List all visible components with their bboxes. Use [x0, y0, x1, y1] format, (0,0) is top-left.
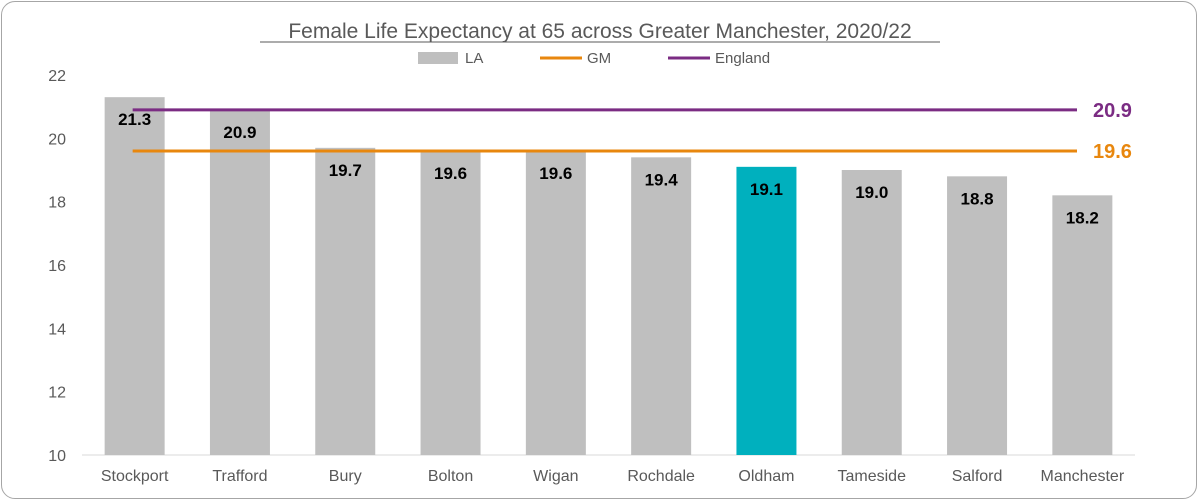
x-axis: Stockport Trafford Bury Bolton Wigan Rochdale…	[101, 468, 1125, 485]
y-tick-label: 20	[48, 131, 66, 148]
data-label: 18.2	[1066, 208, 1099, 227]
x-tick-label: Oldham	[738, 468, 794, 485]
data-label: 18.8	[961, 189, 994, 208]
y-tick-label: 14	[48, 321, 66, 338]
data-label: 19.0	[855, 183, 888, 202]
y-tick-label: 16	[48, 258, 66, 275]
x-tick-label: Rochdale	[627, 468, 695, 485]
data-label: 19.6	[434, 164, 467, 183]
x-tick-label: Manchester	[1041, 468, 1125, 485]
bar-tameside	[841, 170, 902, 455]
data-label: 20.9	[223, 123, 256, 142]
x-tick-label: Bolton	[428, 468, 473, 485]
bar-wigan	[525, 151, 586, 455]
reference-label-england: 20.9	[1093, 100, 1132, 122]
data-label: 19.7	[329, 161, 362, 180]
data-label: 21.3	[118, 110, 151, 129]
legend-swatch-la	[418, 52, 458, 64]
x-tick-label: Tameside	[838, 468, 907, 485]
bar-trafford	[209, 109, 270, 455]
bar-stockport	[104, 97, 165, 456]
legend: LA GM England	[418, 50, 770, 67]
bar-bury	[315, 147, 376, 456]
x-tick-label: Salford	[952, 468, 1003, 485]
reference-label-gm: 19.6	[1093, 141, 1132, 163]
bars: 21.3 20.9 19.7 19.6 19.6 19.4 19.1 19.0 18.8 18.2	[104, 97, 1113, 456]
reference-lines: 19.6 20.9	[132, 100, 1132, 163]
legend-label: England	[715, 50, 770, 67]
x-tick-label: Trafford	[212, 468, 267, 485]
legend-label: GM	[587, 50, 611, 67]
y-tick-label: 12	[48, 385, 66, 402]
data-label: 19.1	[750, 180, 783, 199]
bar-oldham	[736, 166, 797, 456]
y-tick-label: 18	[48, 195, 66, 212]
y-axis: 10 12 14 16 18 20 22	[48, 68, 1135, 465]
bar-rochdale	[631, 157, 692, 456]
y-tick-label: 10	[48, 448, 66, 465]
bar-manchester	[1052, 195, 1113, 456]
bar-bolton	[420, 151, 481, 455]
bar-salford	[947, 176, 1008, 456]
y-tick-label: 22	[48, 68, 66, 85]
data-label: 19.6	[539, 164, 572, 183]
x-tick-label: Wigan	[533, 468, 578, 485]
legend-label: LA	[465, 50, 483, 67]
x-tick-label: Bury	[329, 468, 362, 485]
data-label: 19.4	[645, 170, 679, 189]
chart-title: Female Life Expectancy at 65 across Grea…	[288, 20, 911, 43]
x-tick-label: Stockport	[101, 468, 169, 485]
